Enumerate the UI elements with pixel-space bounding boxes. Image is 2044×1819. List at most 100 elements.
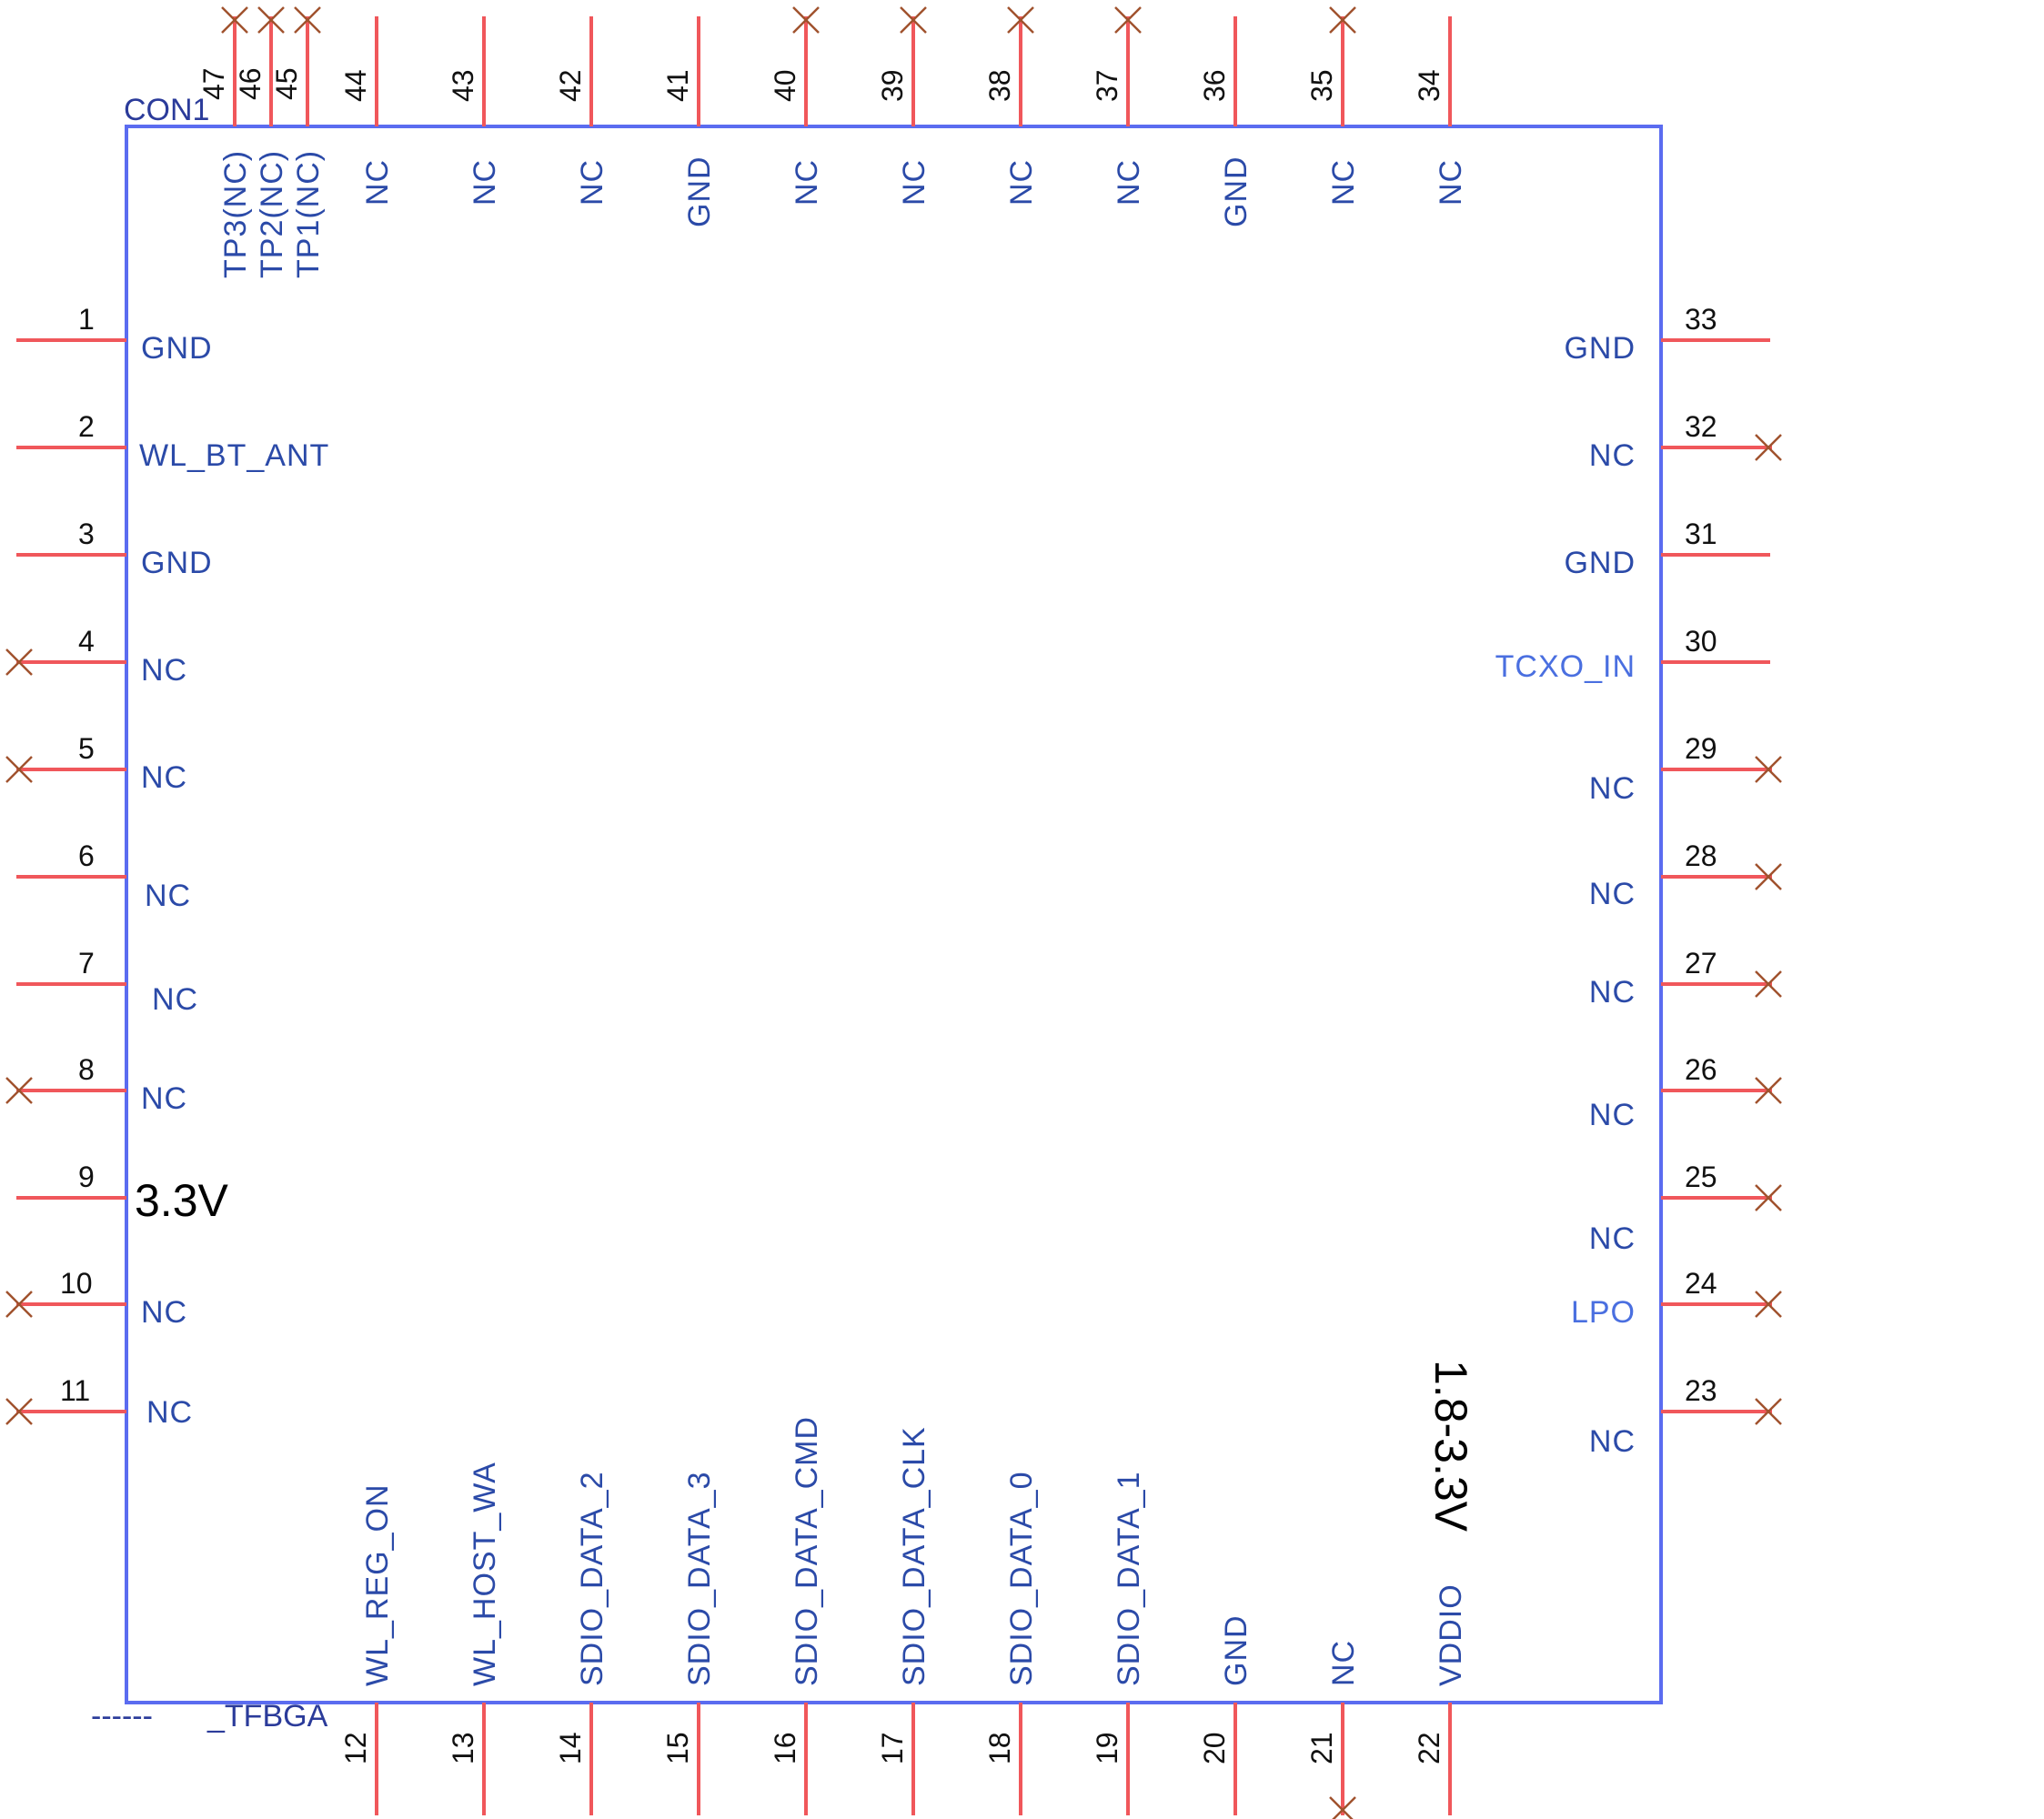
pin-25-nc-mark [1755,1184,1782,1211]
pin-38-name: NC [1004,159,1039,206]
pin-4-nc-mark [5,648,33,676]
pin-23-nc-mark [1755,1398,1782,1425]
pin-16-name: SDIO_DATA_CMD [790,1416,824,1686]
pin-45-nc-mark [294,6,321,34]
package-prefix: ------ [91,1699,153,1734]
pin-43-name: NC [468,159,502,206]
pin-34-name: NC [1434,159,1468,206]
pin-27-name: NC [1589,975,1636,1010]
pin-32-nc-mark [1755,434,1782,461]
pin-5-nc-mark [5,756,33,783]
pin-1-name: GND [141,331,213,366]
pin-46-name: TP2(NC) [255,150,289,278]
pin-33-number: 33 [1685,303,1717,336]
pin-47-nc-mark [221,6,248,34]
pin-42-name: NC [575,159,609,206]
pin-13-number: 13 [447,1732,479,1764]
pin-29-nc-mark [1755,756,1782,783]
pin-46-number: 46 [234,67,267,100]
pin-18-name: SDIO_DATA_0 [1004,1472,1039,1686]
pin-30-number: 30 [1685,625,1717,658]
pin-30-name: TCXO_IN [1495,649,1636,684]
component-ref: CON1 [124,93,209,127]
pin-34-number: 34 [1413,69,1445,102]
pin-15-number: 15 [661,1732,694,1764]
pin-18-number: 18 [983,1732,1016,1764]
pin-31-name: GND [1564,546,1636,580]
pin-17-name: SDIO_DATA_CLK [897,1426,931,1686]
pin-3-number: 3 [78,518,95,550]
pin-24-number: 24 [1685,1267,1717,1300]
pin-4-number: 4 [78,625,95,658]
pin-15-name: SDIO_DATA_3 [682,1472,717,1686]
pin-44-number: 44 [339,69,372,102]
pin-39-name: NC [897,159,931,206]
voltage-note-left: 3.3V [135,1175,229,1226]
pin-24-name: LPO [1571,1295,1636,1330]
pin-22-number: 22 [1413,1732,1445,1764]
pin-32-name: NC [1589,438,1636,473]
pin-21-number: 21 [1305,1732,1338,1764]
pin-40-nc-mark [792,6,820,34]
pin-47-name: TP3(NC) [218,150,253,278]
pin-36-number: 36 [1198,69,1231,102]
pin-11-name: NC [146,1395,193,1430]
pin-24-nc-mark [1755,1291,1782,1318]
pin-28-name: NC [1589,877,1636,911]
pin-8-name: NC [141,1081,187,1116]
pin-4-name: NC [141,653,187,688]
pin-21-name: NC [1326,1640,1361,1686]
pin-41-name: GND [682,156,717,227]
pin-28-number: 28 [1685,839,1717,872]
pin-13-name: WL_HOST_WA [468,1462,502,1686]
pin-22-name: VDDIO [1434,1583,1468,1686]
pin-47-number: 47 [197,67,230,100]
pin-6-number: 6 [78,839,95,872]
pin-38-number: 38 [983,69,1016,102]
pin-23-number: 23 [1685,1374,1717,1407]
pin-7-number: 7 [78,947,95,980]
pin-3-name: GND [141,546,213,580]
pin-20-name: GND [1219,1614,1254,1686]
pin-7-name: NC [152,982,198,1017]
pin-5-number: 5 [78,732,95,765]
pin-45-number: 45 [270,67,303,100]
pin-29-name: NC [1589,771,1636,806]
pin-35-name: NC [1326,159,1361,206]
pin-10-nc-mark [5,1291,33,1318]
pin-29-number: 29 [1685,732,1717,765]
pin-26-nc-mark [1755,1077,1782,1104]
pin-41-number: 41 [661,69,694,102]
pin-19-name: SDIO_DATA_1 [1112,1472,1146,1686]
pin-10-name: NC [141,1295,187,1330]
pin-25-name: NC [1589,1221,1636,1256]
component-body [125,125,1663,1704]
pin-6-name: NC [145,879,191,913]
pin-37-nc-mark [1114,6,1142,34]
pin-8-nc-mark [5,1077,33,1104]
pin-26-number: 26 [1685,1053,1717,1086]
pin-12-number: 12 [339,1732,372,1764]
pin-25-number: 25 [1685,1161,1717,1193]
pin-27-number: 27 [1685,947,1717,980]
pin-19-number: 19 [1091,1732,1123,1764]
package-label: _TFBGA [206,1699,328,1734]
pin-26-name: NC [1589,1098,1636,1132]
pin-43-number: 43 [447,69,479,102]
pin-42-number: 42 [554,69,587,102]
voltage-note-right: 1.8-3.3V [1425,1360,1476,1533]
pin-31-number: 31 [1685,518,1717,550]
pin-37-name: NC [1112,159,1146,206]
pin-14-number: 14 [554,1732,587,1764]
pin-32-number: 32 [1685,410,1717,443]
pin-1-number: 1 [78,303,95,336]
pin-21-nc-mark [1332,1796,1356,1819]
pin-33-name: GND [1564,331,1636,366]
pin-group: 1 GND 2 WL_BT_ANT 3 GND 4 NC 5 NC 6 NC 7 NC 8 NC 9 10 NC 11… [5,6,1782,1819]
pin-36-name: GND [1219,156,1254,227]
pin-28-nc-mark [1755,863,1782,890]
pin-35-number: 35 [1305,69,1338,102]
pin-39-number: 39 [876,69,909,102]
pin-38-nc-mark [1007,6,1034,34]
